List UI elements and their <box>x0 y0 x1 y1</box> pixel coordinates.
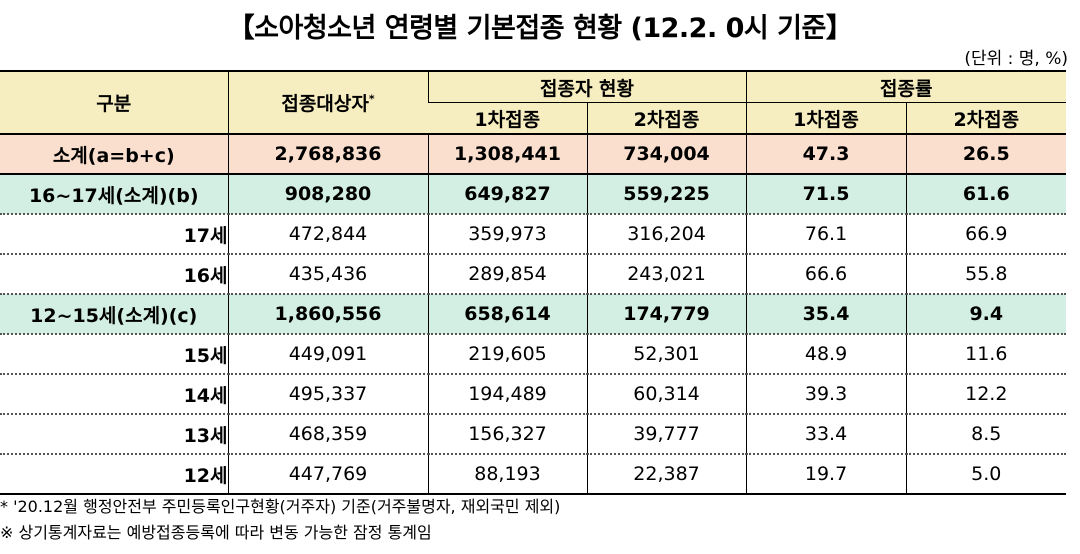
vaccination-table: 구분 접종대상자* 접종자 현황 접종률 1차접종 2차접종 1차접종 2차접종… <box>0 70 1067 495</box>
cell-first: 88,193 <box>427 454 587 494</box>
table-row: 17세 472,844 359,973 316,204 76.1 66.9 <box>0 214 1067 254</box>
row-label: 15세 <box>183 344 228 367</box>
cell-rate2: 8.5 <box>905 414 1067 454</box>
table-row: 12세 447,769 88,193 22,387 19.7 5.0 <box>0 454 1067 494</box>
cell-first: 219,605 <box>427 334 587 374</box>
cell-second: 60,314 <box>586 374 747 414</box>
cell-target: 449,091 <box>227 334 428 374</box>
cell-first: 156,327 <box>427 414 587 454</box>
header-target: 접종대상자* <box>227 70 428 135</box>
cell-rate1: 66.6 <box>745 254 907 294</box>
cell-rate2: 66.9 <box>905 214 1067 254</box>
table-row: 13세 468,359 156,327 39,777 33.4 8.5 <box>0 414 1067 454</box>
footnotes: * '20.12월 행정안전부 주민등록인구현황(거주자) 기준(거주불명자, … <box>0 494 560 546</box>
row-label: 16세 <box>183 264 228 287</box>
row-label: 12세 <box>183 464 228 487</box>
cell-rate2: 26.5 <box>905 134 1067 174</box>
cell-rate1: 39.3 <box>745 374 907 414</box>
cell-rate2: 9.4 <box>905 294 1067 334</box>
cell-target: 435,436 <box>227 254 428 294</box>
cell-target: 468,359 <box>227 414 428 454</box>
header-status-first: 1차접종 <box>428 102 587 135</box>
table-row: 15세 449,091 219,605 52,301 48.9 11.6 <box>0 334 1067 374</box>
cell-second: 174,779 <box>586 294 747 334</box>
cell-rate2: 12.2 <box>905 374 1067 414</box>
cell-rate1: 33.4 <box>745 414 907 454</box>
row-label: 13세 <box>183 424 228 447</box>
table-row: 14세 495,337 194,489 60,314 39.3 12.2 <box>0 374 1067 414</box>
cell-rate1: 76.1 <box>745 214 907 254</box>
cell-first: 359,973 <box>427 214 587 254</box>
cell-first: 1,308,441 <box>427 134 587 174</box>
cell-first: 649,827 <box>427 174 587 214</box>
row-label: 소계(a=b+c) <box>0 134 228 174</box>
target-note-mark: * <box>368 92 375 106</box>
table-row: 16세 435,436 289,854 243,021 66.6 55.8 <box>0 254 1067 294</box>
header-rate: 접종률 <box>745 70 1067 103</box>
cell-rate1: 35.4 <box>745 294 907 334</box>
table-row: 소계(a=b+c) 2,768,836 1,308,441 734,004 47… <box>0 134 1067 174</box>
table-row: 12~15세(소계)(c) 1,860,556 658,614 174,779 … <box>0 294 1067 334</box>
cell-first: 194,489 <box>427 374 587 414</box>
cell-second: 39,777 <box>586 414 747 454</box>
cell-second: 243,021 <box>586 254 747 294</box>
unit-label: (단위 : 명, %) <box>964 49 1068 69</box>
header-rate-first: 1차접종 <box>745 102 907 135</box>
row-label: 14세 <box>183 384 228 407</box>
cell-target: 447,769 <box>227 454 428 494</box>
table-row: 16~17세(소계)(b) 908,280 649,827 559,225 71… <box>0 174 1067 214</box>
cell-rate2: 11.6 <box>905 334 1067 374</box>
page-title: 【소아청소년 연령별 기본접종 현황 (12.2. 0시 기준】 <box>227 13 853 44</box>
cell-rate2: 5.0 <box>905 454 1067 494</box>
row-label: 12~15세(소계)(c) <box>0 294 228 334</box>
cell-target: 2,768,836 <box>227 134 428 174</box>
cell-rate1: 71.5 <box>745 174 907 214</box>
cell-target: 472,844 <box>227 214 428 254</box>
cell-second: 559,225 <box>586 174 747 214</box>
cell-first: 289,854 <box>427 254 587 294</box>
cell-second: 52,301 <box>586 334 747 374</box>
cell-rate1: 48.9 <box>745 334 907 374</box>
row-label: 17세 <box>183 224 228 247</box>
header-category: 구분 <box>0 70 228 135</box>
cell-rate1: 47.3 <box>745 134 907 174</box>
cell-first: 658,614 <box>427 294 587 334</box>
cell-second: 316,204 <box>586 214 747 254</box>
cell-target: 1,860,556 <box>227 294 428 334</box>
header-status-second: 2차접종 <box>586 102 747 135</box>
header-status: 접종자 현황 <box>427 70 747 103</box>
cell-second: 734,004 <box>586 134 747 174</box>
footnote-provisional: ※ 상기통계자료는 예방접종등록에 따라 변동 가능한 잠정 통계임 <box>0 523 432 542</box>
cell-rate2: 55.8 <box>905 254 1067 294</box>
header-rate-second: 2차접종 <box>905 102 1067 135</box>
footnote-population: * '20.12월 행정안전부 주민등록인구현황(거주자) 기준(거주불명자, … <box>0 497 561 516</box>
row-label: 16~17세(소계)(b) <box>0 174 228 214</box>
cell-rate2: 61.6 <box>905 174 1067 214</box>
cell-rate1: 19.7 <box>745 454 907 494</box>
cell-target: 495,337 <box>227 374 428 414</box>
cell-target: 908,280 <box>227 174 428 214</box>
cell-second: 22,387 <box>586 454 747 494</box>
